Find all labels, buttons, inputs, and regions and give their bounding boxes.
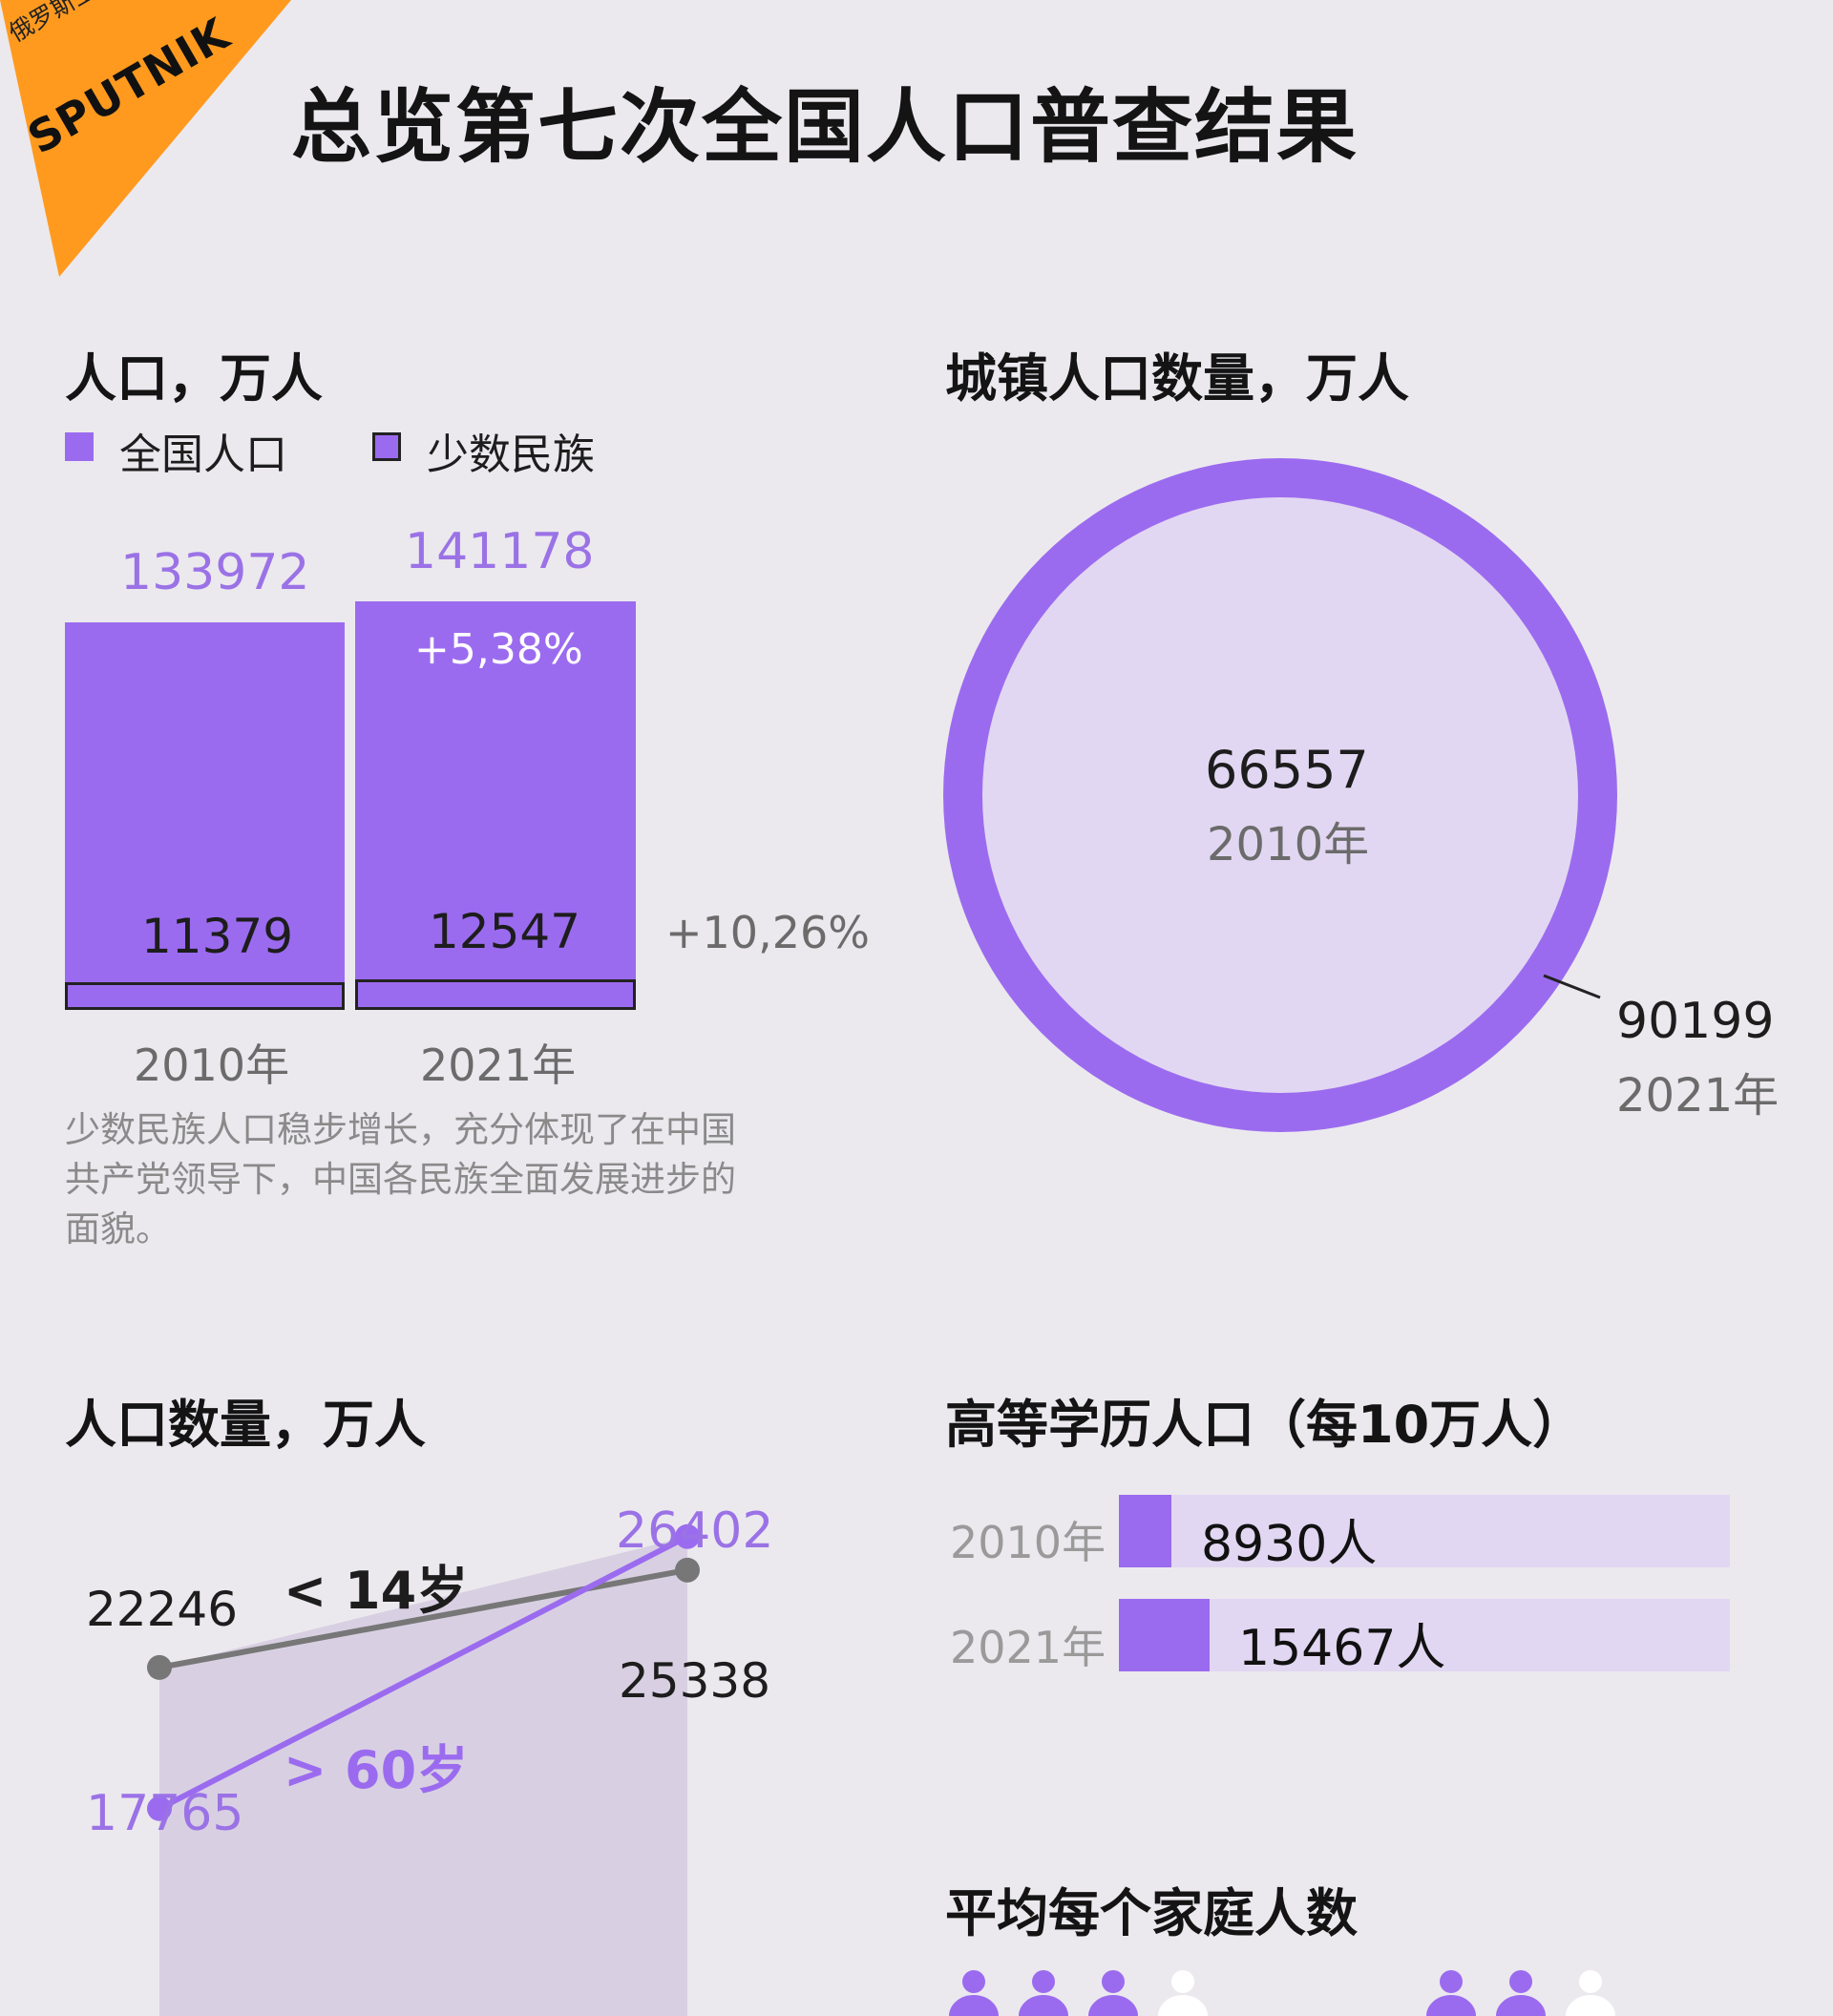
page-title: 总览第七次全国人口普查结果 [291,80,1359,174]
urban-year-2010: 2010年 [1207,818,1370,872]
age-line-child [158,1566,688,1670]
person-icon-6 [1496,1970,1546,2016]
person-icon-2 [1019,1970,1068,2016]
education-track-2021 [1119,1599,1730,1671]
education-year-2021: 2021年 [950,1622,1106,1673]
line-label-child-2010: 22246 [86,1582,239,1637]
person-icon-5 [1426,1970,1476,2016]
household-people-icons [949,1970,1615,2016]
population-description: 少数民族人口稳步增长，充分体现了在中国共产党领导下，中国各民族全面发展进步的面貌… [65,1109,736,1250]
urban-chart-title: 城镇人口数量，万人 [945,348,1409,409]
age-chart-title: 人口数量，万人 [65,1395,426,1455]
bar-category-2021: 2021年 [420,1040,577,1091]
total-growth-label: +5,38% [414,625,583,674]
education-chart-title: 高等学历人口（每10万人） [945,1395,1585,1455]
population-chart-title: 人口，万人 [65,348,323,409]
urban-value-2010: 66557 [1205,740,1369,800]
age-line-elder [158,1534,689,1812]
logo-triangle-shape [0,0,291,277]
logo-triangle [0,0,291,277]
education-bar-2021 [1119,1599,1210,1671]
education-year-2010: 2010年 [950,1517,1106,1568]
bar-label-total-2010: 133972 [120,544,310,601]
legend-swatch-total [65,432,94,461]
age-point-elder-2010 [147,1796,172,1821]
bar-category-2010: 2010年 [134,1040,290,1091]
person-icon-3 [1088,1970,1138,2016]
education-value-2021: 15467人 [1238,1620,1446,1677]
education-track-2010 [1119,1495,1730,1567]
household-title: 平均每个家庭人数 [945,1883,1358,1943]
logo: 俄罗斯卫星通讯社 SPUTNIK [0,0,306,286]
education-value-2010: 8930人 [1201,1516,1378,1573]
age-point-child-2021 [675,1557,700,1583]
person-icon-7 [1566,1970,1615,2016]
urban-circle-2010 [982,497,1578,1093]
bar-total-2021 [355,601,636,1010]
bar-total-2010 [65,622,345,1010]
bar-minority-2010 [65,982,345,1010]
series-name-child: < 14岁 [284,1561,469,1621]
urban-ring-chart [943,458,1617,1132]
urban-value-2021: 90199 [1616,993,1775,1050]
line-label-child-2021: 25338 [619,1653,771,1709]
bar-label-minority-2010: 11379 [141,909,294,964]
urban-year-2021: 2021年 [1616,1069,1780,1123]
legend-label-minority: 少数民族 [427,430,595,479]
age-area-band [159,1536,687,2016]
line-label-elder-2021: 26402 [616,1502,774,1560]
legend-swatch-minority [372,432,401,461]
bar-label-total-2021: 141178 [405,523,595,580]
person-icon-1 [949,1970,999,2016]
minority-growth-label: +10,26% [665,907,870,958]
series-name-elder: > 60岁 [284,1740,469,1800]
education-bar-2010 [1119,1495,1171,1567]
bar-minority-2021 [355,979,636,1010]
age-line-chart [147,1523,700,2016]
line-label-elder-2010: 17765 [86,1785,244,1842]
age-point-child-2010 [147,1654,172,1680]
urban-leader-line [1543,974,1601,999]
age-point-elder-2021 [675,1523,700,1549]
person-icon-4 [1158,1970,1208,2016]
legend-label-total: 全国人口 [119,430,287,479]
bar-label-minority-2021: 12547 [429,904,581,959]
